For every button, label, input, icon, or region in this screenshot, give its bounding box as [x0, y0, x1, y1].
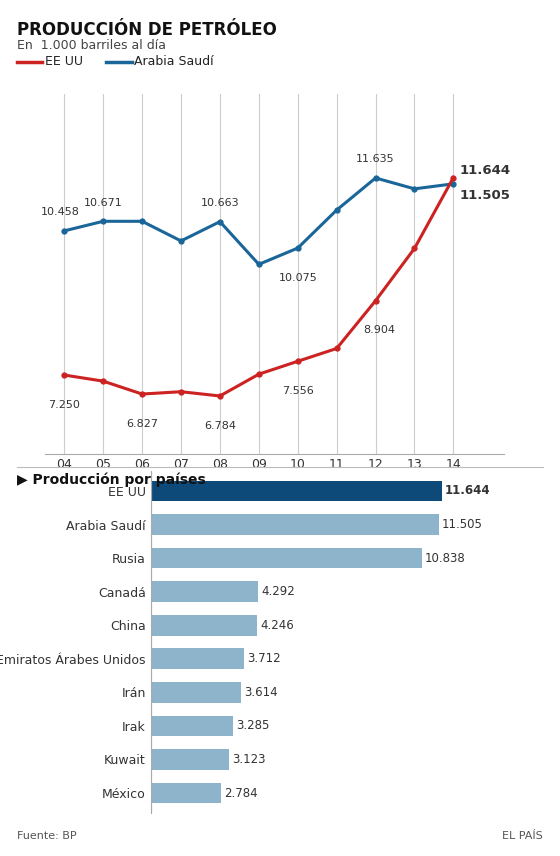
Text: 10.075: 10.075 — [278, 273, 317, 282]
Text: EL PAÍS: EL PAÍS — [502, 830, 543, 841]
Text: 7.556: 7.556 — [282, 386, 314, 396]
Text: 11.635: 11.635 — [356, 154, 395, 164]
Bar — [151, 716, 233, 736]
Text: 8.904: 8.904 — [363, 325, 395, 336]
Bar — [151, 782, 221, 804]
Text: 6.827: 6.827 — [126, 419, 158, 429]
Bar — [151, 682, 241, 703]
Bar — [151, 480, 442, 502]
Text: 3.614: 3.614 — [245, 686, 278, 698]
Bar — [151, 749, 229, 770]
Text: 3.712: 3.712 — [247, 652, 281, 665]
Bar — [151, 548, 422, 568]
Bar — [151, 648, 244, 669]
Text: 11.644: 11.644 — [445, 484, 491, 497]
Text: 10.663: 10.663 — [200, 199, 239, 208]
Text: 7.250: 7.250 — [48, 400, 80, 410]
Text: 3.123: 3.123 — [232, 753, 265, 766]
Text: PRODUCCIÓN DE PETRÓLEO: PRODUCCIÓN DE PETRÓLEO — [17, 21, 277, 39]
Text: 2.784: 2.784 — [224, 787, 258, 800]
Text: 10.458: 10.458 — [41, 207, 80, 217]
Text: 10.671: 10.671 — [84, 198, 123, 208]
Text: 6.784: 6.784 — [204, 420, 236, 431]
Text: 10.838: 10.838 — [425, 551, 465, 565]
Text: EE UU: EE UU — [45, 55, 83, 68]
Text: 11.505: 11.505 — [441, 518, 482, 531]
Text: Fuente: BP: Fuente: BP — [17, 830, 76, 841]
Bar — [151, 615, 257, 636]
Text: 11.505: 11.505 — [459, 188, 510, 201]
Bar — [151, 514, 438, 535]
Text: 4.292: 4.292 — [262, 586, 295, 598]
Text: 11.644: 11.644 — [459, 164, 510, 177]
Text: 4.246: 4.246 — [260, 619, 294, 632]
Text: En  1.000 barriles al día: En 1.000 barriles al día — [17, 39, 166, 51]
Bar — [151, 581, 258, 602]
Text: 3.285: 3.285 — [236, 719, 269, 733]
Text: Arabia Saudí: Arabia Saudí — [134, 55, 214, 68]
Text: ▶ Producción por países: ▶ Producción por países — [17, 473, 206, 487]
